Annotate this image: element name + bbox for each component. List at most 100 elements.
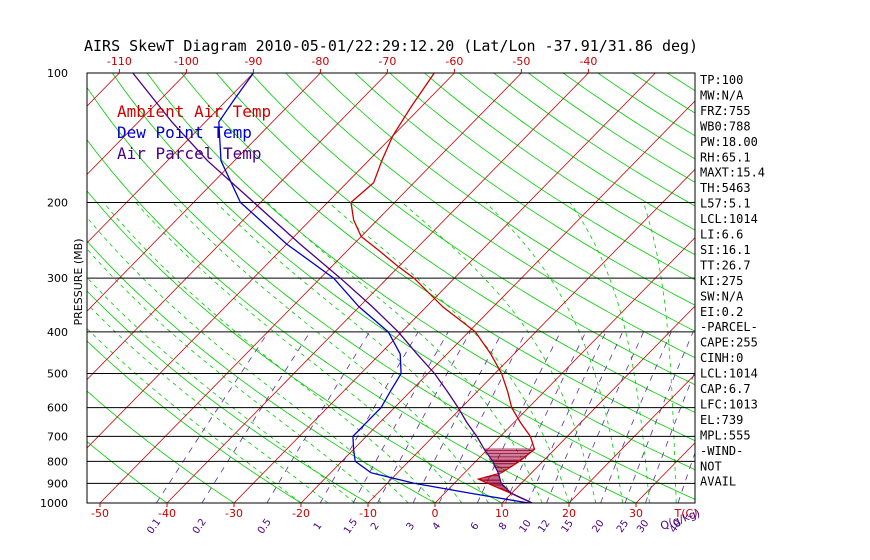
bottom-tick-label: -40 xyxy=(158,507,176,520)
bottom-tick-label: -20 xyxy=(292,507,310,520)
dry-adiabat-line xyxy=(87,86,637,503)
index-label: RH:65.1 xyxy=(700,150,751,164)
index-label: LCL:1014 xyxy=(700,367,758,381)
dry-adiabat-line xyxy=(146,73,695,471)
isotherm-line xyxy=(87,73,254,244)
index-label: L57:5.1 xyxy=(700,197,751,211)
dry-adiabat-line xyxy=(87,240,436,503)
bottom-tick-label: 30 xyxy=(629,507,643,520)
cape-hatch xyxy=(479,448,535,494)
mixing-ratio-label: 2 xyxy=(369,521,382,533)
index-label: TP:100 xyxy=(700,73,743,87)
bottom-tick-label: -30 xyxy=(225,507,243,520)
mixing-ratio-label: 15 xyxy=(560,518,576,535)
index-label: TH:5463 xyxy=(700,181,751,195)
isotherm-line xyxy=(87,73,455,449)
pressure-tick-label: 300 xyxy=(47,272,68,285)
bottom-tick-label: -50 xyxy=(91,507,109,520)
top-tick-label: -80 xyxy=(311,55,329,68)
index-label: LFC:1013 xyxy=(700,397,758,411)
index-label: CAP:6.7 xyxy=(700,382,751,396)
mixing-ratio-label: 1 xyxy=(312,521,325,533)
series-line-dew-point-temp xyxy=(218,73,529,503)
index-label: SW:N/A xyxy=(700,289,744,303)
dry-adiabat-line xyxy=(87,290,369,503)
index-label: LI:6.6 xyxy=(700,228,743,242)
index-label: KI:275 xyxy=(700,274,743,288)
dry-adiabat-line xyxy=(181,73,695,442)
moist-adiabat-line xyxy=(135,202,463,503)
mixing-ratio-label: 6 xyxy=(469,521,482,533)
dry-adiabat-line xyxy=(424,73,695,256)
pressure-tick-label: 700 xyxy=(47,430,68,443)
index-label: MAXT:15.4 xyxy=(700,166,765,180)
dry-adiabats xyxy=(87,73,695,503)
dry-adiabat-line xyxy=(320,73,695,332)
isotherms xyxy=(0,73,870,503)
y-axis-label: PRESSURE (MB) xyxy=(72,239,85,326)
mixing-ratio-label: 0.5 xyxy=(256,517,274,536)
isotherm-line xyxy=(501,305,695,503)
chart-title: AIRS SkewT Diagram 2010-05-01/22:29:12.2… xyxy=(84,37,698,55)
bottom-tick-label: -10 xyxy=(359,507,377,520)
moist-adiabat-line xyxy=(267,202,543,503)
mixing-ratio-label: 10 xyxy=(518,518,534,535)
dry-adiabat-line xyxy=(215,73,695,413)
index-label: FRZ:755 xyxy=(700,104,751,118)
mixing-ratio-line xyxy=(624,331,694,503)
pressure-tick-label: 200 xyxy=(47,196,68,209)
moist-adiabat-line xyxy=(87,303,329,503)
index-label: -PARCEL- xyxy=(700,320,758,334)
index-label: MW:N/A xyxy=(700,88,744,102)
temp-unit-label: T(C) xyxy=(674,507,698,520)
index-label: MPL:555 xyxy=(700,428,751,442)
mixing-ratio-label: 25 xyxy=(615,518,631,535)
mixing-ratio-label: 8 xyxy=(497,521,510,533)
moist-adiabat-line xyxy=(103,202,436,503)
index-label: -WIND- xyxy=(700,444,743,458)
top-tick-label: -100 xyxy=(174,55,199,68)
index-label: CINH:0 xyxy=(700,351,743,365)
top-tick-label: -90 xyxy=(244,55,262,68)
pressure-tick-label: 100 xyxy=(47,67,68,80)
moist-adiabat-line xyxy=(87,328,302,503)
mixing-ratio-line xyxy=(546,331,624,503)
pressure-tick-label: 1000 xyxy=(40,497,68,510)
mixing-ratio-line xyxy=(569,331,644,503)
dry-adiabat-line xyxy=(493,73,695,207)
mixing-ratio-label: 30 xyxy=(635,518,651,535)
isotherm-line xyxy=(233,73,656,503)
legend: Ambient Air Temp Dew Point Temp Air Parcel… xyxy=(117,102,271,163)
pressure-tick-label: 500 xyxy=(47,368,68,381)
dry-adiabat-line xyxy=(458,73,695,231)
index-label: EI:0.2 xyxy=(700,305,743,319)
top-tick-label: -110 xyxy=(107,55,132,68)
isotherm-line xyxy=(367,168,695,503)
moist-adiabat-line xyxy=(643,202,677,503)
moist-adiabat-line xyxy=(215,202,516,503)
isotherm-line xyxy=(0,73,52,503)
index-label: PW:18.00 xyxy=(700,135,758,149)
dry-adiabat-line xyxy=(285,73,695,359)
top-tick-label: -50 xyxy=(512,55,530,68)
mixing-ratio-label: 3 xyxy=(405,521,418,533)
pressure-tick-label: 400 xyxy=(47,326,68,339)
isotherm-line xyxy=(434,237,695,503)
isotherm-line xyxy=(300,100,695,503)
isotherm-line xyxy=(837,73,870,503)
index-label: EL:739 xyxy=(700,413,743,427)
profile-series xyxy=(132,73,536,503)
isotherm-line xyxy=(87,73,388,381)
dry-adiabat-line xyxy=(666,73,695,92)
pressure-tick-label: 600 xyxy=(47,402,68,415)
bottom-tick-label: 10 xyxy=(495,507,509,520)
dry-adiabat-line xyxy=(87,441,168,503)
isotherm-line xyxy=(87,73,187,176)
dry-adiabat-line xyxy=(87,340,302,503)
index-label: WB0:788 xyxy=(700,119,751,133)
legend-entry: Ambient Air Temp xyxy=(117,102,271,121)
pressure-tick-label: 900 xyxy=(47,477,68,490)
series-line-ambient-air-temp xyxy=(350,73,536,503)
